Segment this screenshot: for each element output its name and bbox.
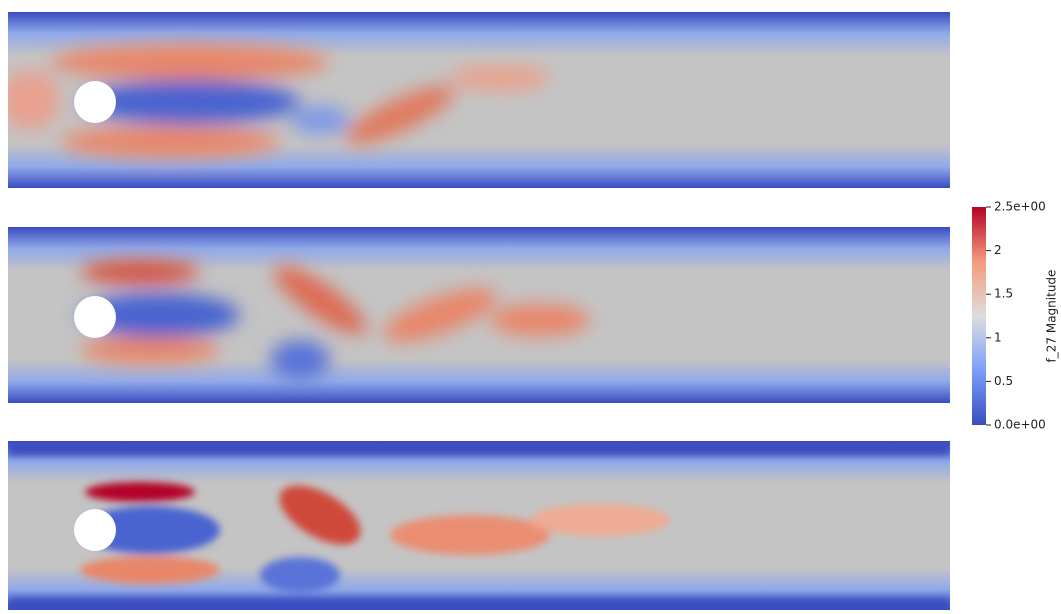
- field-panel: [8, 441, 950, 610]
- colorbar-tick-label: 2: [994, 243, 1002, 257]
- colorbar-tick-label: 0.0e+00: [994, 418, 1046, 432]
- viewport: f_27 Magnitude 2.5e+00 2 1.5 1 0.5 0.0e+00: [0, 0, 1061, 610]
- colorbar-title: f_27 Magnitude: [1045, 270, 1059, 363]
- field-panel: [8, 227, 950, 403]
- colorbar-tick-label: 1: [994, 330, 1002, 344]
- colorbar-tick-label: 0.5: [994, 374, 1013, 388]
- colorbar-tick-label: 2.5e+00: [994, 200, 1046, 214]
- field-panel: [0, 12, 950, 188]
- colorbar-tick-label: 1.5: [994, 287, 1013, 301]
- colorbar: [972, 207, 986, 425]
